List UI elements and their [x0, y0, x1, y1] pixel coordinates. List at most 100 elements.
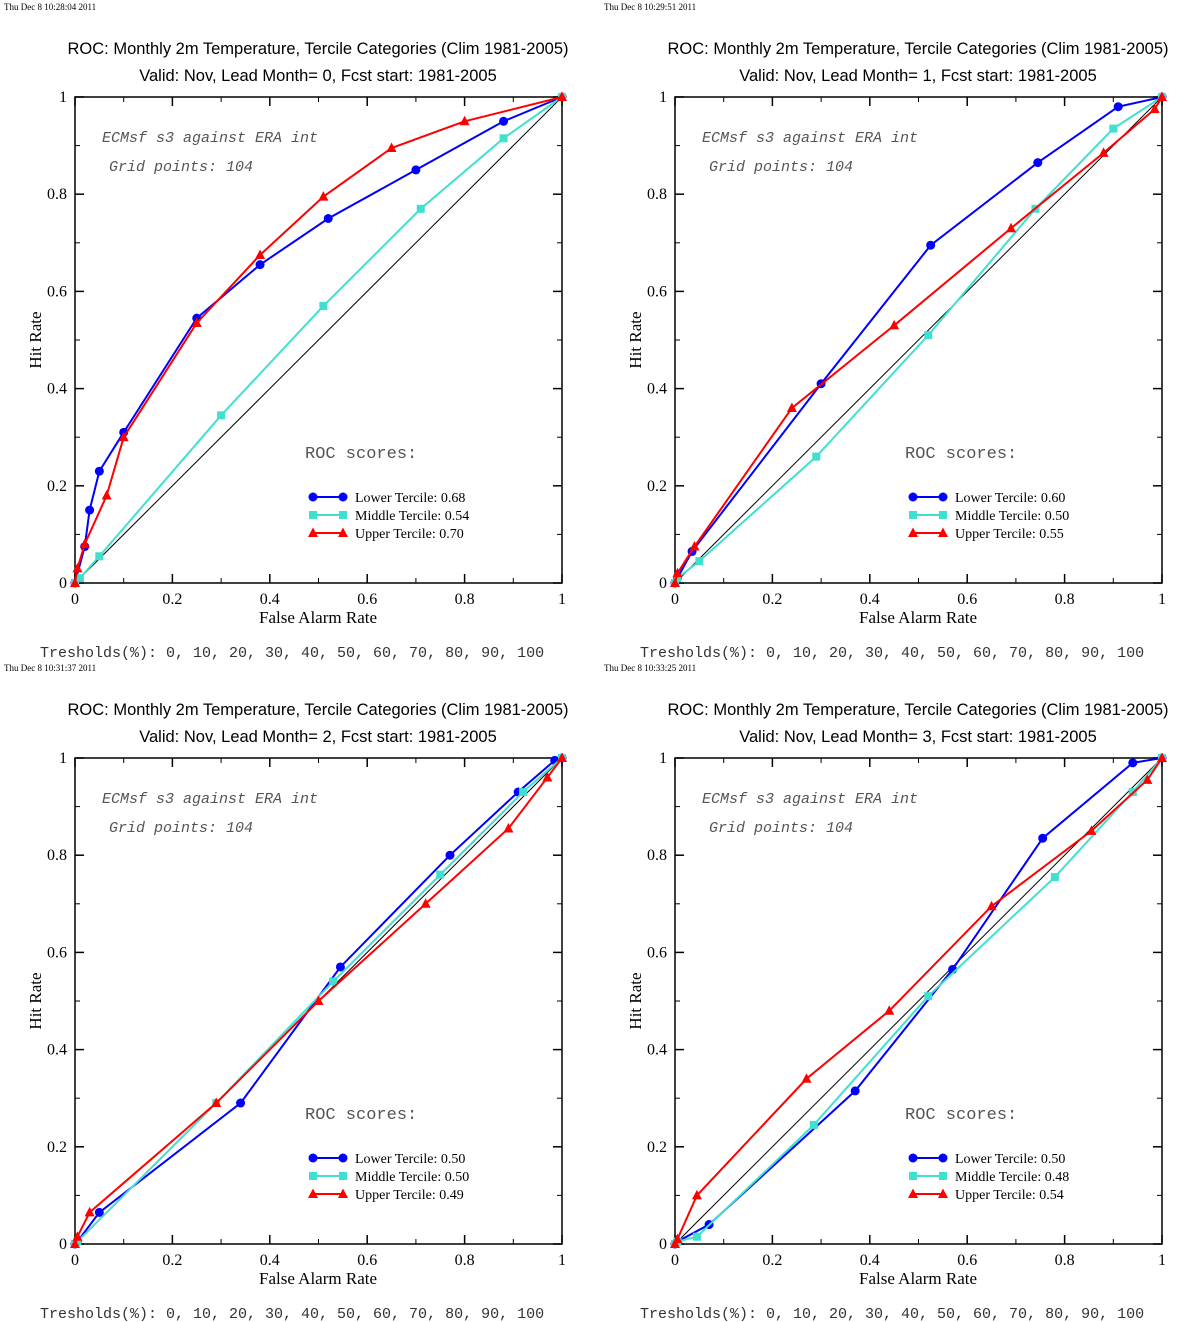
- y-tick-label: 0.8: [647, 847, 667, 864]
- x-tick-label: 1: [558, 591, 566, 608]
- y-tick-label: 0: [59, 1236, 67, 1253]
- data-point: [499, 134, 508, 143]
- data-point: [1128, 758, 1138, 768]
- data-point: [70, 577, 80, 587]
- data-point: [1033, 158, 1043, 168]
- data-point: [445, 850, 455, 860]
- roc-chart-lead-3: Thu Dec 8 10:33:25 2011 ROC: Monthly 2m …: [604, 663, 1169, 1322]
- roc-panel-lead-3: Thu Dec 8 10:33:25 2011 ROC: Monthly 2m …: [600, 661, 1200, 1322]
- y-tick-label: 0: [59, 575, 67, 592]
- legend-marker: [938, 1188, 948, 1198]
- y-tick-label: 0: [659, 575, 667, 592]
- legend-label: Lower Tercile: 0.60: [955, 491, 1065, 506]
- legend-entry: Middle Tercile: 0.50: [909, 509, 1069, 524]
- series-layer: [670, 91, 1167, 588]
- data-point: [670, 577, 680, 587]
- data-point: [191, 317, 202, 327]
- data-point: [1149, 103, 1160, 114]
- data-point: [503, 822, 514, 833]
- series-line: [674, 757, 1163, 1245]
- data-point: [672, 1233, 683, 1244]
- data-point: [673, 574, 682, 583]
- legend: Lower Tercile: 0.50 Middle Tercile: 0.48 U…: [908, 1152, 1069, 1203]
- axis-ticks: 0 0.2 0.4 0.6 0.8 1 0 0.2 0.4 0.6 0.8 1: [647, 89, 1166, 608]
- y-tick-label: 0.8: [47, 847, 67, 864]
- x-tick-label: 0.2: [762, 591, 782, 608]
- data-point: [519, 788, 528, 797]
- annotation-grid-points: Grid points: 104: [109, 820, 253, 837]
- roc-scores-header: ROC scores:: [305, 1106, 417, 1125]
- thresholds-text: Tresholds(%): 0, 10, 20, 30, 40, 50, 60,…: [40, 1306, 544, 1322]
- roc-scores-header: ROC scores:: [305, 445, 417, 464]
- data-point: [1113, 102, 1123, 112]
- x-tick-label: 0.4: [860, 591, 880, 608]
- chart-title: ROC: Monthly 2m Temperature, Tercile Cat…: [67, 40, 568, 58]
- y-tick-label: 0.2: [647, 1139, 667, 1156]
- x-tick-label: 0: [671, 1252, 679, 1269]
- data-point: [924, 331, 933, 340]
- x-tick-label: 0: [671, 591, 679, 608]
- y-tick-label: 0.6: [647, 944, 667, 961]
- data-point: [236, 1098, 246, 1108]
- data-point: [1006, 222, 1017, 233]
- data-point: [926, 240, 936, 250]
- series-layer: [70, 91, 567, 588]
- roc-scores-header: ROC scores:: [905, 1106, 1017, 1125]
- x-tick-label: 0.2: [762, 1252, 782, 1269]
- legend-marker: [908, 492, 918, 502]
- x-tick-label: 0.4: [260, 1252, 280, 1269]
- data-point: [691, 1189, 702, 1200]
- data-point: [436, 870, 445, 879]
- x-axis-label: False Alarm Rate: [859, 608, 977, 627]
- diagonal-reference: [74, 96, 563, 584]
- chart-subtitle: Valid: Nov, Lead Month= 3, Fcst start: 1…: [739, 728, 1097, 746]
- legend-label: Lower Tercile: 0.50: [955, 1152, 1065, 1167]
- legend-marker: [938, 492, 948, 502]
- annotation-model: ECMsf s3 against ERA int: [102, 130, 318, 147]
- data-point: [73, 1237, 82, 1246]
- data-point: [786, 402, 797, 413]
- data-point: [94, 1207, 104, 1217]
- series-layer: [670, 752, 1167, 1249]
- legend-marker: [939, 511, 947, 519]
- legend-marker: [309, 511, 317, 519]
- data-point: [1157, 91, 1167, 101]
- data-point: [499, 116, 509, 126]
- legend-marker: [938, 1153, 948, 1163]
- legend-entry: Lower Tercile: 0.68: [308, 491, 465, 506]
- legend-marker: [938, 527, 948, 537]
- legend: Lower Tercile: 0.50 Middle Tercile: 0.50 U…: [308, 1152, 469, 1203]
- x-tick-label: 0.8: [1055, 591, 1075, 608]
- x-tick-label: 0.4: [260, 591, 280, 608]
- annotation-grid-points: Grid points: 104: [709, 820, 853, 837]
- y-axis-label: Hit Rate: [626, 972, 645, 1029]
- x-tick-label: 0.8: [1055, 1252, 1075, 1269]
- y-tick-label: 0.4: [47, 381, 67, 398]
- data-point: [95, 552, 104, 561]
- y-tick-label: 0.4: [47, 1042, 67, 1059]
- thresholds-text: Tresholds(%): 0, 10, 20, 30, 40, 50, 60,…: [640, 1306, 1144, 1322]
- data-point: [695, 557, 704, 566]
- legend-marker: [909, 1172, 917, 1180]
- x-axis-label: False Alarm Rate: [859, 1269, 977, 1288]
- legend-entry: Lower Tercile: 0.50: [908, 1152, 1065, 1167]
- y-tick-label: 0: [659, 1236, 667, 1253]
- legend-entry: Lower Tercile: 0.50: [308, 1152, 465, 1167]
- legend-marker: [908, 1188, 918, 1198]
- data-point: [1038, 833, 1048, 843]
- legend-label: Middle Tercile: 0.54: [355, 509, 469, 524]
- data-point: [1109, 124, 1118, 133]
- data-point: [459, 115, 470, 126]
- data-point: [884, 1005, 895, 1015]
- series-triangle: [70, 752, 567, 1248]
- y-tick-label: 0.6: [647, 283, 667, 300]
- data-point: [79, 538, 90, 549]
- y-tick-label: 0.8: [647, 186, 667, 203]
- legend-label: Middle Tercile: 0.50: [355, 1170, 469, 1185]
- x-tick-label: 0: [71, 591, 79, 608]
- timestamp: Thu Dec 8 10:28:04 2011: [4, 2, 96, 12]
- data-point: [318, 191, 329, 201]
- data-point: [255, 249, 266, 259]
- data-point: [319, 301, 328, 310]
- data-point: [670, 1238, 680, 1248]
